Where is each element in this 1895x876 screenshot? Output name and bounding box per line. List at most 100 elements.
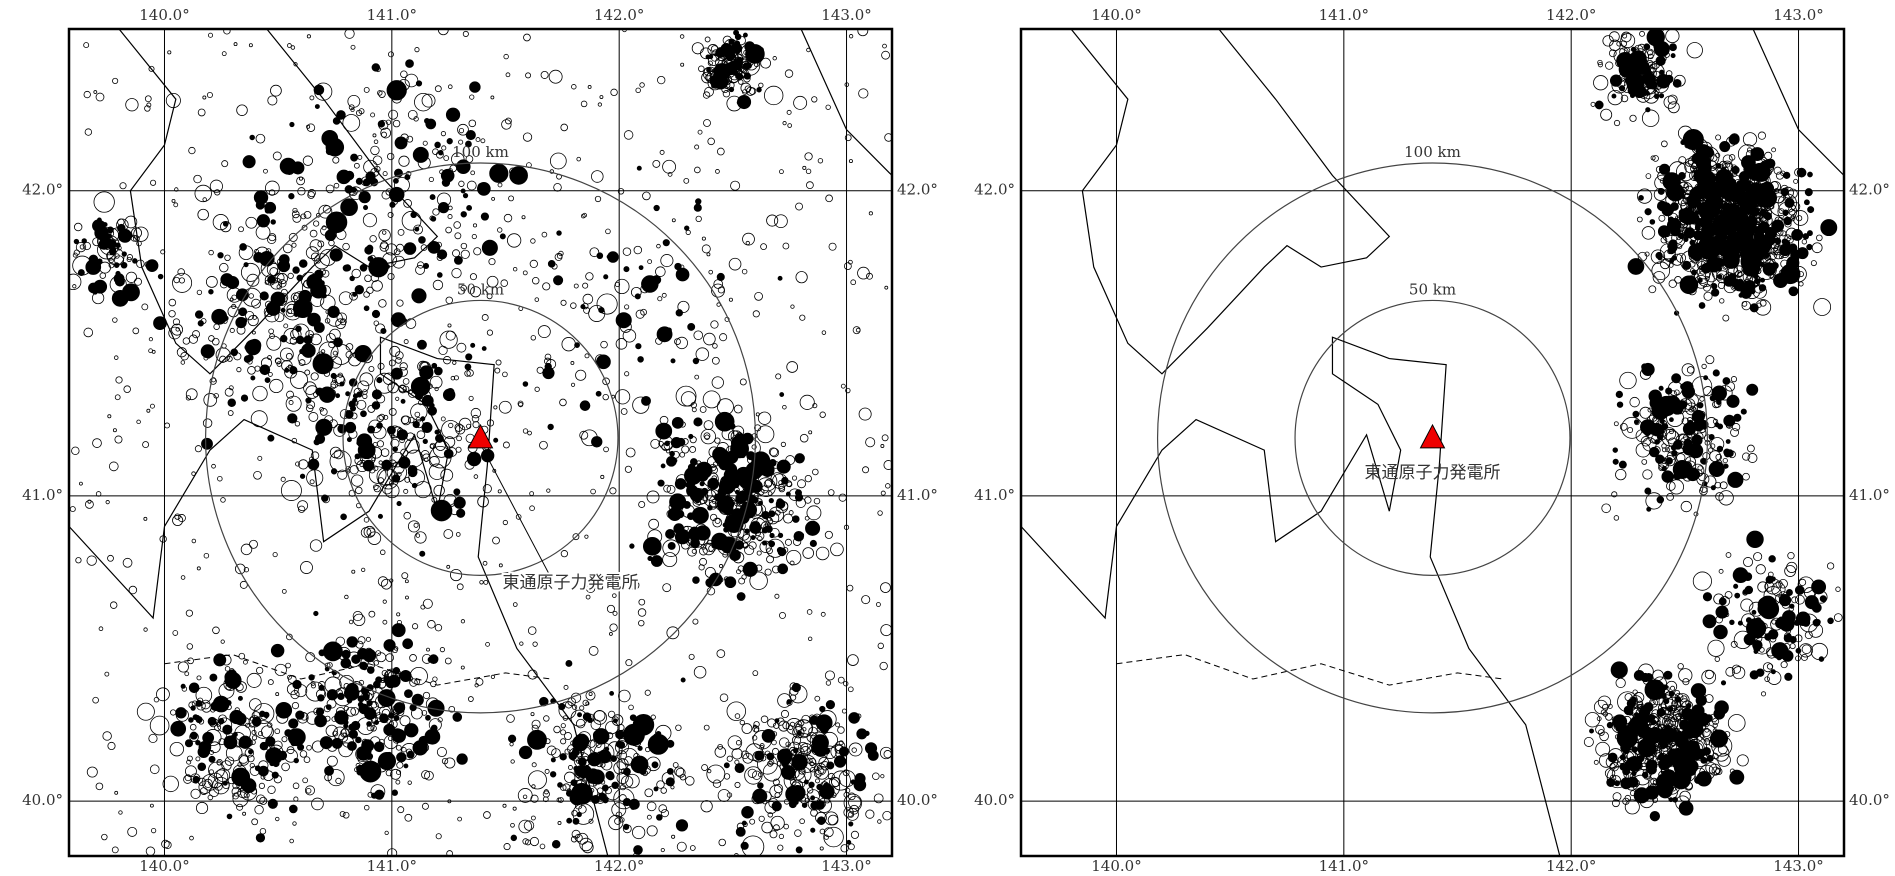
epicenter: [491, 675, 494, 678]
epicenter: [150, 765, 159, 774]
epicenter: [1649, 286, 1656, 293]
epicenter: [225, 666, 230, 671]
epicenter: [112, 290, 128, 306]
epicenter: [422, 94, 435, 107]
epicenter: [340, 811, 345, 816]
epicenter: [1704, 292, 1712, 300]
epicenter: [486, 642, 490, 646]
epicenter: [357, 400, 366, 409]
epicenter: [671, 786, 674, 789]
epicenter: [110, 602, 117, 609]
epicenter: [494, 438, 498, 442]
epicenter: [405, 175, 410, 180]
epicenter: [1788, 552, 1795, 559]
lon-tick-label: 140.0°: [139, 6, 189, 24]
epicenter: [504, 214, 512, 222]
epicenter: [602, 785, 608, 791]
epicenter: [482, 314, 488, 320]
epicenter: [1760, 262, 1764, 266]
epicenter: [564, 685, 568, 689]
epicenter: [195, 446, 201, 452]
epicenter: [786, 456, 795, 465]
epicenter: [647, 802, 656, 811]
epicenter: [158, 274, 163, 279]
epicenter: [528, 627, 536, 635]
epicenter: [358, 637, 365, 644]
epicenter: [651, 439, 660, 448]
epicenter: [221, 640, 224, 643]
epicenter: [583, 294, 593, 304]
epicenter: [505, 118, 511, 124]
epicenter: [258, 456, 262, 460]
epicenter: [1772, 148, 1776, 152]
epicenter: [690, 446, 696, 452]
epicenter: [115, 791, 118, 794]
epicenter: [222, 52, 226, 56]
epicenter: [115, 436, 122, 443]
epicenter: [848, 687, 853, 692]
epicenter: [408, 727, 416, 735]
epicenter: [208, 717, 216, 725]
epicenter: [825, 671, 834, 680]
epicenter: [263, 169, 267, 173]
epicenter: [1796, 215, 1801, 220]
epicenter: [772, 748, 778, 754]
epicenter: [299, 260, 307, 268]
epicenter: [260, 365, 270, 375]
epicenter: [571, 836, 577, 842]
epicenter: [586, 273, 594, 281]
epicenter: [506, 73, 510, 77]
epicenter: [446, 297, 453, 304]
epicenter: [225, 255, 231, 261]
epicenter: [632, 826, 644, 838]
epicenter: [454, 256, 462, 264]
epicenter: [1642, 227, 1655, 240]
epicenter: [403, 378, 409, 384]
lon-tick-label: 140.0°: [1091, 6, 1141, 24]
epicenter: [300, 349, 305, 354]
epicenter: [1836, 587, 1841, 592]
epicenter: [387, 153, 394, 160]
epicenter: [143, 442, 149, 448]
epicenter: [405, 580, 408, 583]
epicenter: [1769, 556, 1776, 563]
epicenter: [1758, 603, 1771, 616]
lon-tick-label: 143.0°: [821, 6, 871, 24]
epicenter: [356, 737, 362, 743]
epicenter: [461, 243, 467, 249]
epicenter: [397, 300, 403, 306]
epicenter: [715, 518, 720, 523]
epicenter: [402, 747, 406, 751]
epicenter: [737, 592, 745, 600]
epicenter: [511, 823, 515, 827]
epicenter: [363, 214, 376, 227]
epicenter: [416, 534, 420, 538]
lon-tick-label: 141.0°: [367, 857, 417, 875]
epicenter: [1807, 244, 1813, 250]
epicenter: [429, 464, 445, 480]
epicenter: [612, 594, 616, 598]
epicenter: [764, 86, 783, 105]
epicenter: [405, 596, 408, 599]
epicenter: [768, 492, 772, 496]
epicenter: [354, 163, 359, 168]
epicenter: [483, 561, 487, 565]
epicenter: [787, 110, 791, 114]
epicenter: [573, 818, 579, 824]
epicenter: [630, 544, 635, 549]
epicenter: [596, 391, 601, 396]
epicenter: [701, 429, 716, 444]
epicenter: [881, 625, 892, 636]
epicenter: [880, 662, 888, 670]
epicenter: [1612, 94, 1616, 98]
epicenter: [209, 336, 215, 342]
epicenter: [1619, 461, 1626, 468]
epicenter: [499, 564, 502, 567]
epicenter: [306, 247, 318, 259]
epicenter: [520, 642, 523, 645]
epicenter: [806, 182, 813, 189]
epicenter: [577, 157, 581, 161]
epicenter: [1794, 179, 1798, 183]
epicenter: [1615, 781, 1620, 786]
epicenter: [441, 169, 454, 182]
